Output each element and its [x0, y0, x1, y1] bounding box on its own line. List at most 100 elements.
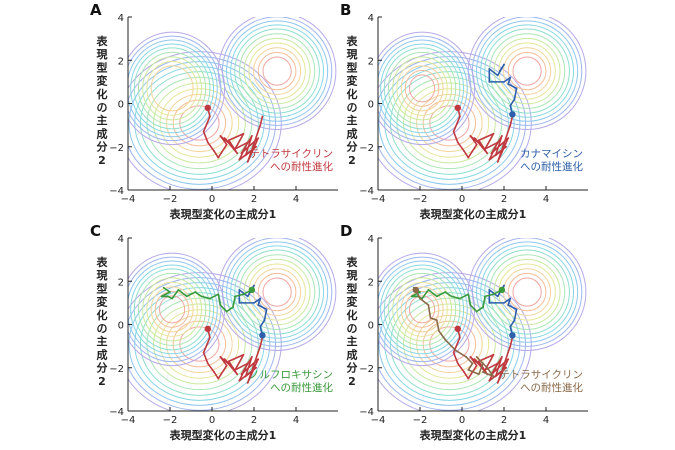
trajectory-point	[259, 297, 262, 300]
trajectory-point	[477, 139, 480, 142]
trajectory-point	[509, 297, 512, 300]
trajectory-point	[484, 148, 486, 150]
trajectory-point	[475, 310, 478, 313]
trajectory-point	[238, 379, 241, 382]
x-tick-label: 2	[251, 415, 257, 426]
trajectory-point	[225, 364, 228, 367]
trajectory-point	[223, 358, 226, 360]
x-tick-label: 0	[459, 415, 465, 426]
trajectory-point	[456, 362, 459, 365]
y-tick-label: 2	[368, 277, 374, 288]
trajectory-point	[209, 297, 211, 300]
trajectory-point	[213, 150, 216, 152]
trajectory-point	[259, 345, 262, 348]
series-label: ノルフロキサシン	[249, 369, 333, 381]
density-contour	[467, 17, 587, 130]
y-tick-label: −2	[109, 364, 124, 375]
trajectory-point	[242, 132, 245, 135]
trajectory-point	[219, 356, 222, 358]
density-contour	[378, 282, 521, 406]
trajectory-point	[435, 295, 438, 298]
trajectory-start-point	[509, 111, 516, 118]
density-contour	[248, 42, 306, 100]
y-axis-label-char: 2	[98, 375, 106, 388]
y-axis-label-char: 化	[347, 87, 358, 101]
density-contour	[392, 56, 453, 121]
y-axis-label-char: 型	[347, 60, 358, 74]
y-axis-label-char: 表	[346, 34, 359, 48]
y-axis-label-char: の	[347, 101, 358, 114]
density-contour	[257, 51, 297, 91]
density-contour	[378, 39, 468, 138]
density-contour	[498, 42, 556, 100]
density-contour	[476, 20, 579, 122]
trajectory-point	[185, 295, 188, 298]
density-contour	[153, 82, 246, 164]
trajectory-point	[234, 369, 237, 371]
y-tick-label: −4	[109, 186, 124, 197]
trajectory-point	[167, 295, 169, 298]
series-label: への耐性進化	[520, 160, 583, 173]
trajectory-point	[492, 132, 495, 135]
trajectory-line	[488, 63, 518, 116]
density-contour	[128, 256, 222, 363]
trajectory-point	[467, 293, 470, 296]
density-contour	[128, 39, 218, 138]
trajectory-point	[509, 124, 512, 127]
density-contour	[150, 65, 194, 112]
trajectory-point	[503, 301, 505, 304]
trajectory-point	[467, 369, 470, 371]
trajectory-point	[209, 115, 211, 118]
density-contour	[409, 295, 436, 324]
y-axis-label-char: 成	[347, 126, 358, 140]
density-contour	[130, 43, 215, 134]
trajectory-line	[452, 328, 514, 384]
trajectory-point	[515, 87, 518, 90]
trajectory-point	[459, 336, 461, 339]
y-tick-label: 4	[118, 234, 124, 245]
trajectory-point	[471, 362, 474, 365]
trajectory-point	[238, 289, 241, 291]
trajectory-point	[507, 137, 510, 140]
series-label: テトラサイクリン	[499, 369, 583, 381]
density-contour	[142, 277, 203, 342]
panel-label: C	[90, 222, 101, 240]
x-tick-label: −2	[413, 194, 428, 205]
density-contour	[400, 286, 444, 333]
trajectory-point	[482, 366, 484, 369]
trajectory-point	[509, 76, 512, 79]
density-contour	[378, 256, 472, 363]
y-axis-label-char: 変	[97, 74, 108, 88]
trajectory-point	[246, 160, 249, 163]
density-contour	[400, 65, 444, 112]
y-axis-label-char: 現	[97, 48, 108, 61]
density-contour	[404, 290, 440, 328]
density-contour	[166, 314, 233, 374]
y-tick-label: −4	[359, 186, 374, 197]
x-tick-label: 0	[209, 415, 215, 426]
x-tick-label: 4	[543, 194, 549, 205]
trajectory-point	[486, 152, 489, 155]
trajectory-point	[257, 137, 260, 140]
trajectory-point	[236, 373, 239, 376]
trajectory-point	[456, 141, 459, 144]
contour-map	[378, 238, 587, 411]
y-axis-label-char: 表	[96, 34, 109, 48]
trajectory-point	[438, 330, 440, 332]
density-contour	[498, 263, 556, 321]
trajectory-point	[454, 349, 457, 352]
trajectory-point	[469, 356, 472, 358]
trajectory-point	[515, 308, 518, 311]
trajectory-point	[482, 371, 484, 373]
y-axis-label-char: 現	[97, 269, 108, 282]
trajectory-start-point	[509, 332, 516, 339]
trajectory-point	[513, 98, 516, 101]
x-tick-label: −4	[121, 194, 136, 205]
y-axis-label-char: 変	[347, 74, 358, 88]
density-contour	[128, 35, 222, 142]
trajectory-point	[488, 80, 491, 83]
trajectory-point	[236, 152, 239, 155]
trajectory-point	[257, 304, 260, 306]
y-axis-label-char: 主	[97, 334, 108, 348]
